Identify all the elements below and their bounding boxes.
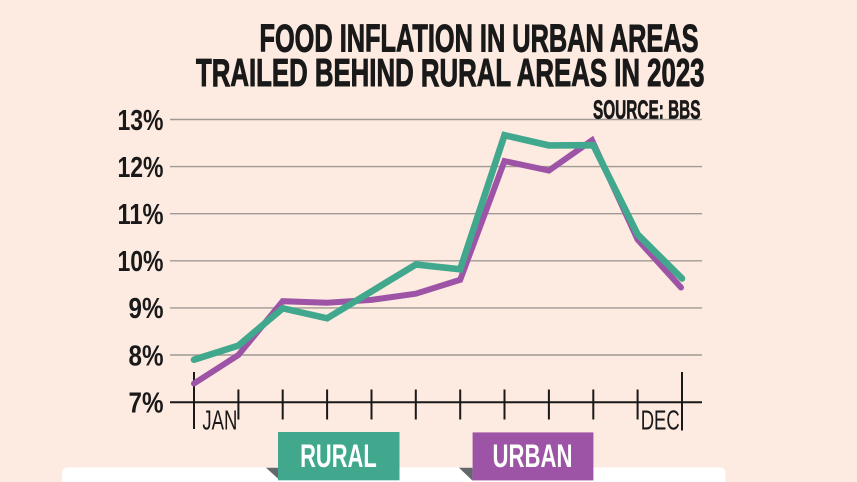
svg-text:JAN: JAN xyxy=(202,405,237,436)
svg-text:9%: 9% xyxy=(129,293,164,325)
svg-text:13%: 13% xyxy=(118,105,164,137)
svg-text:10%: 10% xyxy=(118,246,164,278)
svg-text:DEC: DEC xyxy=(641,405,680,436)
svg-text:RURAL: RURAL xyxy=(300,438,377,474)
svg-text:8%: 8% xyxy=(129,340,164,372)
svg-text:12%: 12% xyxy=(118,152,164,184)
svg-text:TRAILED BEHIND RURAL AREAS IN: TRAILED BEHIND RURAL AREAS IN 2023 xyxy=(196,52,705,95)
svg-text:7%: 7% xyxy=(129,387,164,419)
svg-text:URBAN: URBAN xyxy=(493,438,573,474)
svg-text:SOURCE: BBS: SOURCE: BBS xyxy=(593,97,701,125)
svg-text:11%: 11% xyxy=(118,199,164,231)
svg-text:FOOD INFLATION IN URBAN AREAS: FOOD INFLATION IN URBAN AREAS xyxy=(260,18,699,61)
